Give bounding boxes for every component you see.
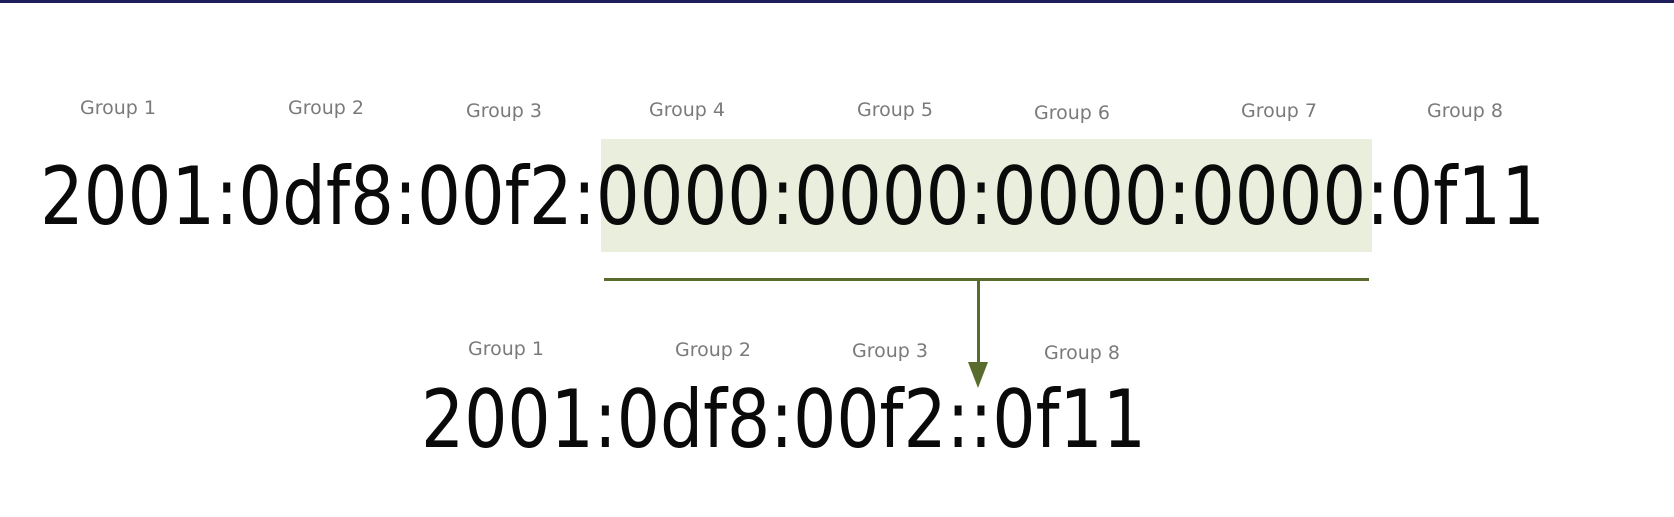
arrow-down-icon — [968, 362, 988, 388]
full-group-label-1: Group 1 — [80, 97, 156, 119]
full-group-label-6: Group 6 — [1034, 102, 1110, 124]
full-group-label-7: Group 7 — [1241, 100, 1317, 122]
top-border — [0, 0, 1674, 3]
compressed-group-label-1: Group 1 — [468, 338, 544, 360]
zero-groups-highlight — [601, 139, 1372, 252]
full-group-label-3: Group 3 — [466, 100, 542, 122]
full-ipv6-address: 2001:0df8:00f2:0000:0000:0000:0000:0f11 — [40, 150, 1545, 243]
compressed-group-label-2: Group 2 — [675, 339, 751, 361]
full-group-label-5: Group 5 — [857, 99, 933, 121]
compressed-ipv6-address: 2001:0df8:00f2::0f11 — [421, 373, 1146, 466]
compressed-group-label-3: Group 3 — [852, 340, 928, 362]
compressed-group-label-8: Group 8 — [1044, 342, 1120, 364]
bracket-line — [604, 278, 1369, 281]
full-group-label-2: Group 2 — [288, 97, 364, 119]
full-group-label-4: Group 4 — [649, 99, 725, 121]
full-group-label-8: Group 8 — [1427, 100, 1503, 122]
arrow-shaft — [977, 280, 980, 363]
